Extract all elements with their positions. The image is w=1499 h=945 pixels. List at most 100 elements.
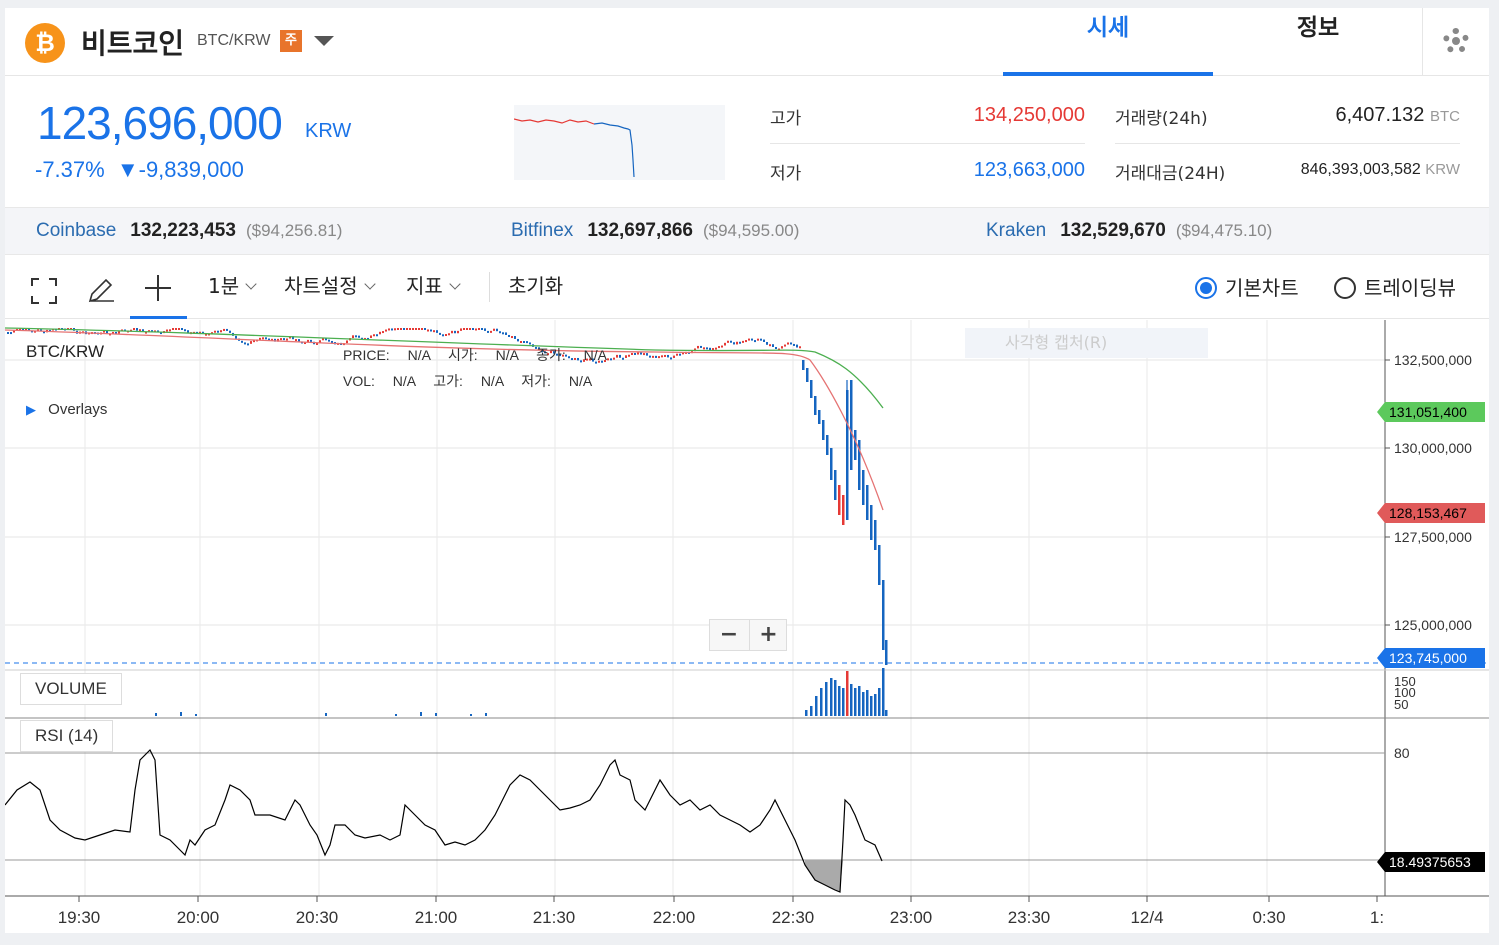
time-tick-label: 0:30 [1252, 908, 1285, 927]
candle [858, 440, 861, 490]
volume-bar [846, 671, 849, 716]
candle [589, 358, 591, 361]
high-label: 고가 [770, 109, 802, 129]
volume-bar [805, 710, 808, 716]
tab-price[interactable]: 시세 [1003, 8, 1213, 76]
volume-bar [815, 696, 818, 716]
chart-canvas[interactable]: 132,500,000 130,000,000 127,500,000 125,000… [5, 320, 1489, 933]
divider [1115, 143, 1460, 144]
candle [382, 331, 384, 334]
volume-bar [862, 692, 865, 716]
time-tick-label: 12/4 [1130, 908, 1163, 927]
candle [220, 330, 222, 333]
indicators-label: 지표 [406, 274, 443, 298]
overlays-toggle[interactable]: ▶ Overlays [26, 401, 107, 418]
price-chart[interactable]: 132,500,000 130,000,000 127,500,000 125,000… [5, 320, 1489, 933]
candle [628, 354, 630, 357]
chevron-down-icon [449, 278, 461, 290]
pencil-icon[interactable] [87, 276, 115, 304]
candle [697, 345, 699, 349]
candle [139, 329, 141, 332]
exchange-name[interactable]: Coinbase [36, 220, 117, 241]
candle [694, 348, 696, 352]
candle [781, 346, 783, 349]
candle [682, 352, 684, 355]
candle [652, 355, 654, 358]
toolbar-divider [489, 272, 490, 302]
candle [517, 338, 519, 342]
chevron-down-icon [363, 278, 376, 290]
candle [475, 328, 477, 331]
candle [148, 330, 150, 333]
candle [178, 328, 180, 330]
last-price-flag-bg [1377, 648, 1485, 668]
candle [870, 505, 873, 540]
candle [700, 345, 702, 348]
candle [19, 328, 21, 331]
candle [457, 330, 459, 334]
candle [613, 357, 615, 360]
legend-open-label: 시가: [448, 347, 478, 363]
volume-bar [810, 706, 813, 716]
candle [634, 352, 636, 355]
coin-name: 비트코인 [81, 27, 185, 60]
candle [745, 340, 747, 343]
candle [727, 340, 729, 343]
candle [706, 347, 708, 350]
warning-badge: 주 [280, 30, 302, 52]
candle [673, 355, 675, 358]
candle [598, 360, 600, 363]
candle [244, 342, 246, 345]
price-tick-label: 125,000,000 [1394, 617, 1472, 633]
candle [376, 334, 378, 337]
candle [424, 328, 426, 330]
volume-bar [470, 714, 472, 716]
exchange-name[interactable]: Kraken [986, 220, 1047, 241]
candle [490, 330, 492, 333]
volume-tick-label: 100 [1394, 685, 1416, 700]
exchange-name[interactable]: Bitfinex [511, 220, 574, 241]
radio-basic-chart[interactable]: 기본차트 [1195, 272, 1299, 301]
indicators-menu[interactable]: 지표 [406, 270, 461, 299]
candle [436, 330, 438, 333]
candle [583, 359, 585, 362]
candle [742, 340, 744, 343]
candle [136, 328, 138, 331]
fullscreen-icon[interactable] [31, 278, 57, 304]
settings-button[interactable] [1422, 8, 1489, 76]
exchange-kraken: Kraken 132,529,670 ($94,475.10) [986, 220, 1272, 242]
radio-tradingview[interactable]: 트레이딩뷰 [1334, 272, 1456, 301]
candle [304, 342, 306, 345]
tab-info[interactable]: 정보 [1296, 15, 1340, 41]
candle [541, 350, 543, 353]
down-arrow-icon: ▼ [116, 157, 139, 182]
candle [280, 338, 282, 341]
candle [806, 368, 809, 382]
candle [538, 347, 540, 351]
zoom-in-button[interactable]: + [749, 620, 787, 650]
coin-select-dropdown-icon[interactable] [314, 36, 334, 46]
candle [403, 328, 405, 330]
candle [469, 328, 471, 330]
chart-settings-menu[interactable]: 차트설정 [284, 270, 376, 299]
candle [145, 331, 147, 334]
change-percent: -7.37% [35, 157, 105, 182]
trade-amount-unit: KRW [1425, 161, 1460, 178]
radio-basic-label: 기본차트 [1225, 276, 1299, 300]
candle [790, 342, 792, 345]
chart-symbol: BTC/KRW [26, 342, 105, 361]
trade-amount-label: 거래대금(24H) [1115, 164, 1226, 184]
high-value: 134,250,000 [973, 104, 1085, 126]
zoom-out-button[interactable]: − [719, 622, 739, 647]
interval-select[interactable]: 1분 [208, 270, 257, 299]
candle [430, 329, 432, 332]
reset-button[interactable]: 초기화 [508, 274, 564, 298]
crosshair-tool-button[interactable] [130, 256, 187, 319]
candle [379, 331, 381, 335]
price-tick-label: 132,500,000 [1394, 352, 1472, 368]
candle [241, 340, 243, 343]
volume-bar [420, 712, 422, 716]
exchange-price: 132,529,670 [1060, 220, 1166, 241]
candle [822, 420, 825, 440]
candle [373, 334, 375, 337]
